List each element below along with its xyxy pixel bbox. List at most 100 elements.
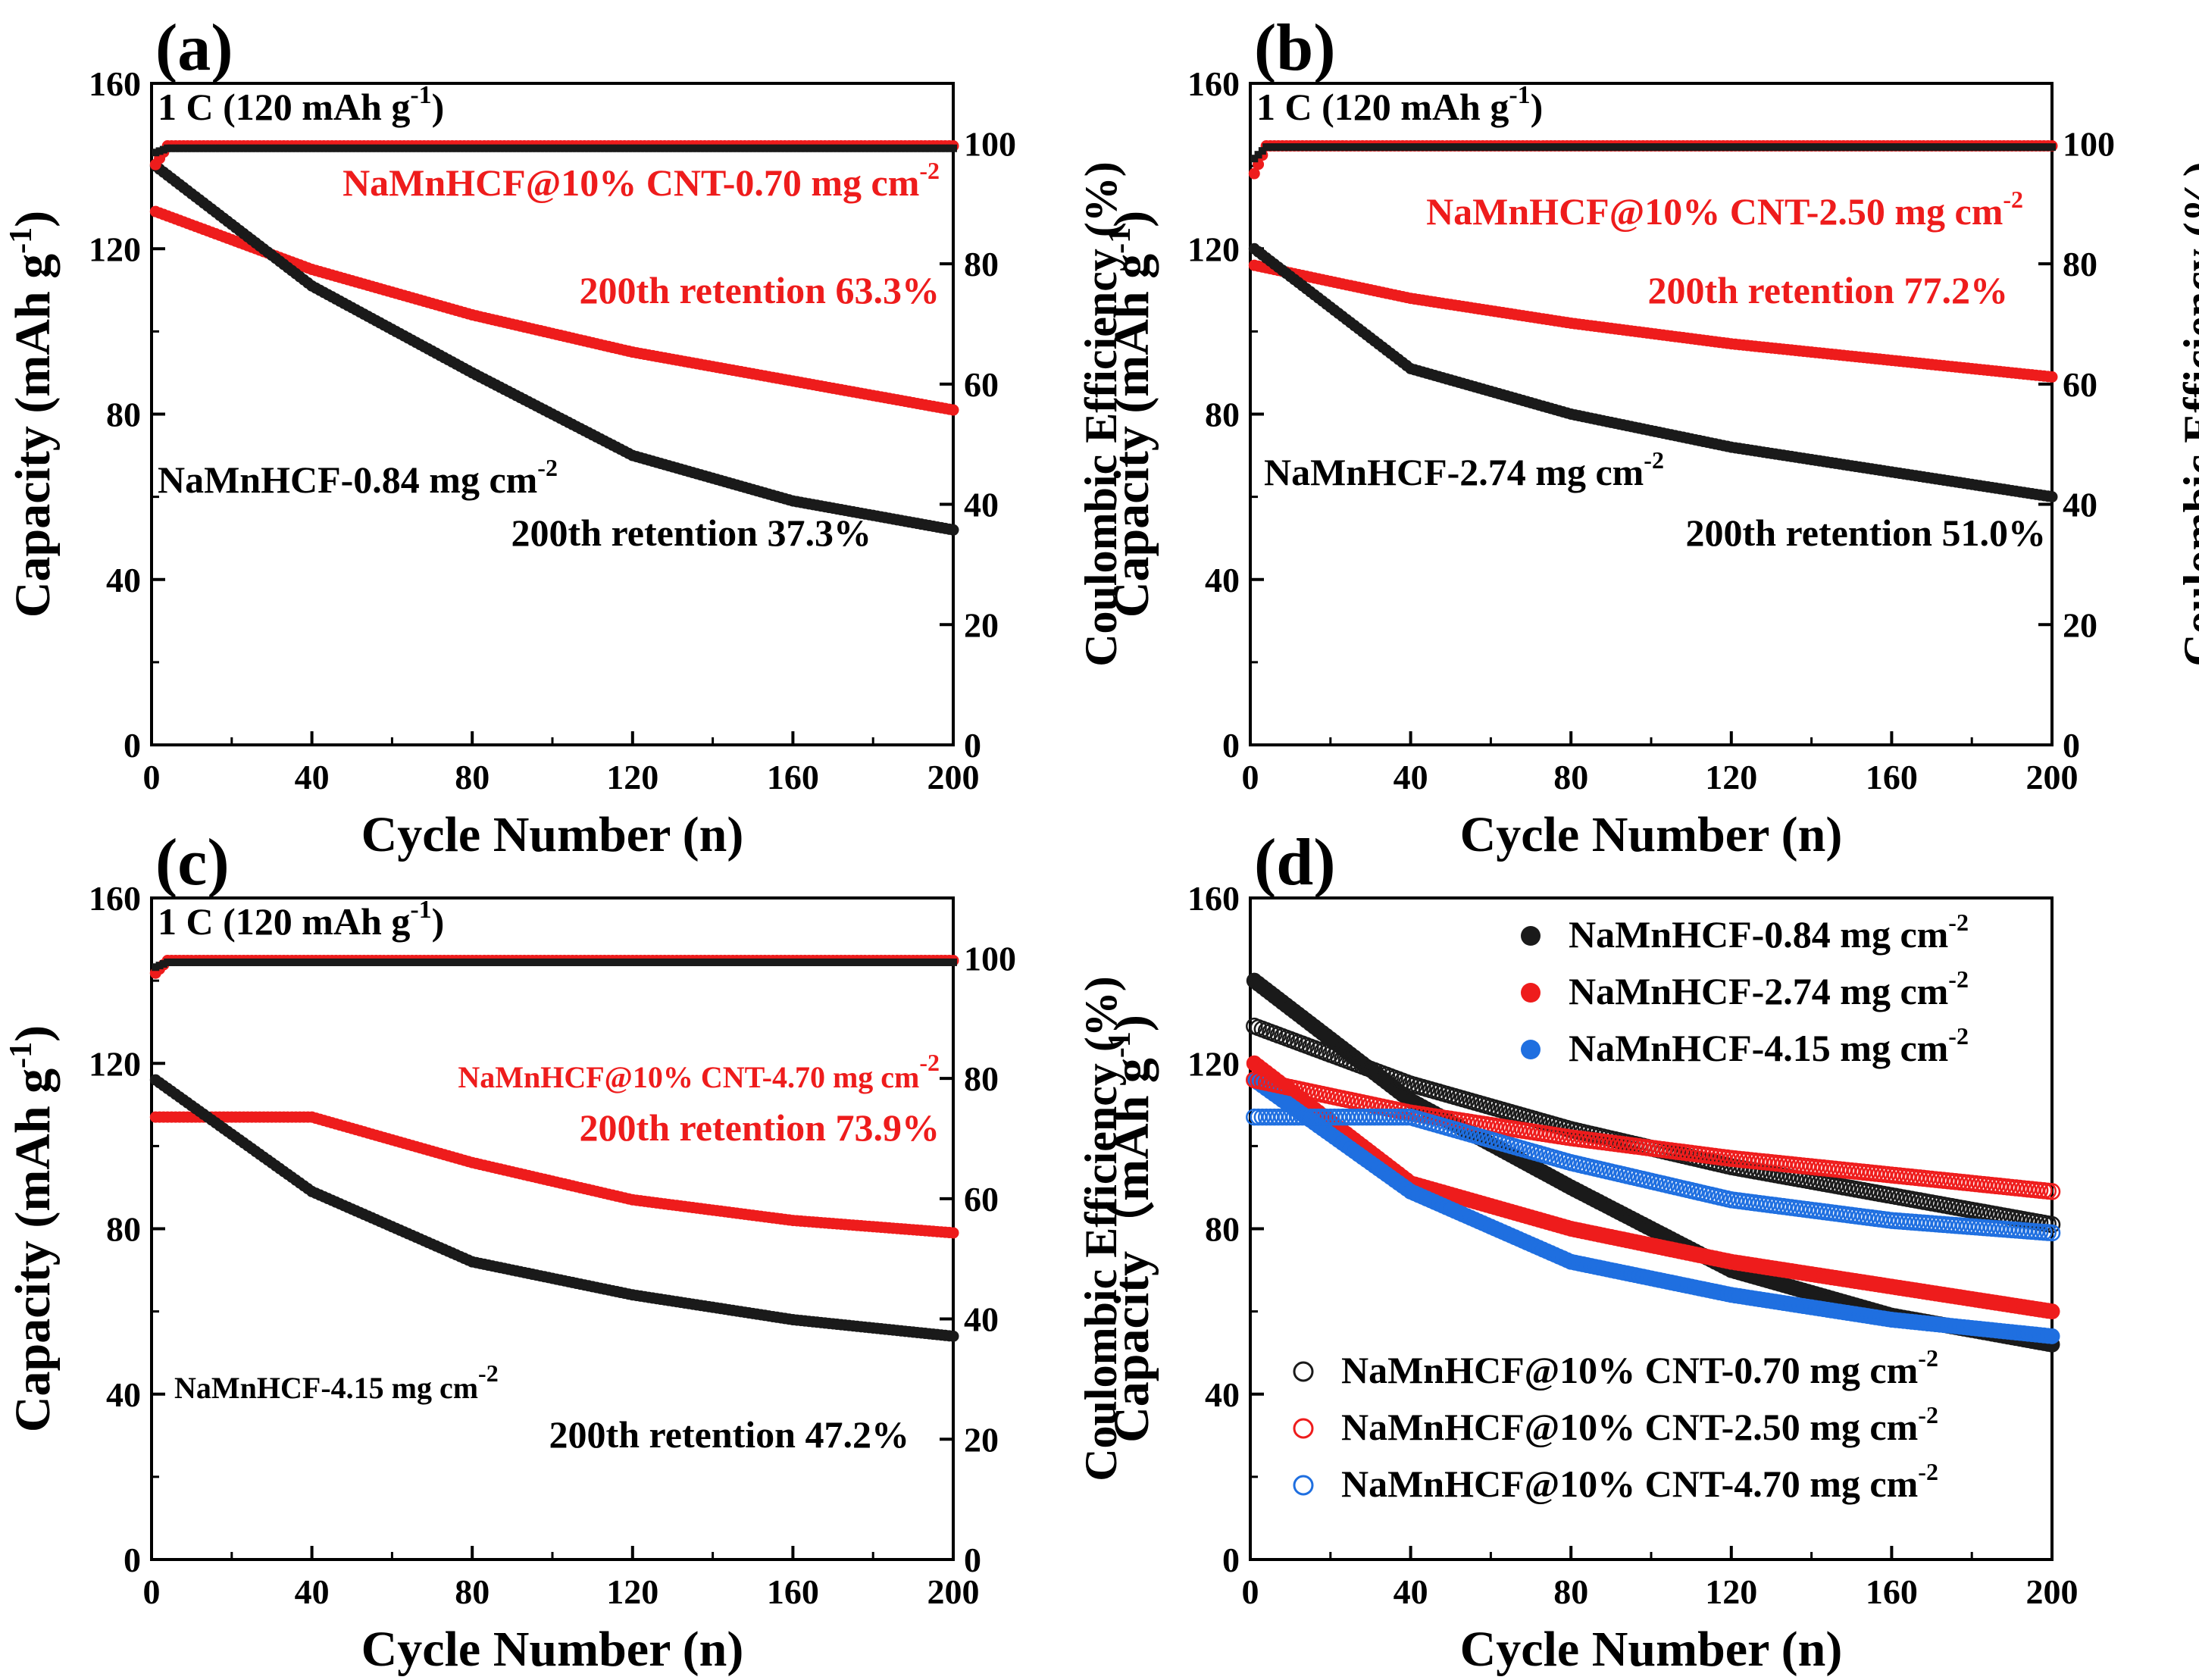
data-point: [239, 144, 248, 152]
data-point: [1828, 143, 1836, 152]
data-point: [777, 958, 785, 966]
data-point: [452, 958, 461, 966]
chart-panel-b: (b)0 40 80 120 160 20004080120160020406080100…: [1103, 11, 2199, 862]
superscript: -2: [478, 1359, 499, 1387]
data-point: [1747, 143, 1756, 152]
data-point: [339, 144, 348, 152]
data-point: [152, 149, 160, 157]
data-point: [332, 958, 340, 966]
data-point: [805, 958, 813, 966]
data-point: [243, 144, 252, 152]
data-point: [1555, 143, 1563, 152]
black-retention-annotation: 200th retention 47.2%: [549, 1413, 909, 1456]
data-point: [733, 958, 741, 966]
data-point: [765, 144, 773, 152]
text-segment: NaMnHCF@10% CNT-0.70 mg cm: [343, 161, 919, 204]
data-point: [1310, 143, 1318, 152]
data-point: [364, 144, 372, 152]
data-point: [2000, 143, 2008, 152]
superscript: -2: [1918, 1344, 1938, 1372]
data-point: [1334, 143, 1343, 152]
x-axis-label: Cycle Number (n): [361, 1622, 744, 1677]
data-point: [740, 144, 749, 152]
data-point: [780, 958, 789, 966]
data-point: [408, 144, 416, 152]
data-point: [292, 144, 300, 152]
x-tick-label: 200: [927, 1572, 980, 1611]
text-segment: NaMnHCF@10% CNT-2.50 mg cm: [1426, 190, 2003, 233]
data-point: [496, 958, 505, 966]
data-point: [785, 958, 793, 966]
data-point: [841, 144, 849, 152]
series-capacity-black: [149, 160, 959, 536]
data-point: [796, 958, 805, 966]
data-point: [1935, 143, 1944, 152]
data-point: [1575, 143, 1583, 152]
red-series-annotation: NaMnHCF@10% CNT-0.70 mg cm-2: [343, 157, 940, 204]
x-tick-label: 40: [1394, 758, 1428, 796]
data-point: [556, 144, 565, 152]
data-point: [1551, 143, 1559, 152]
data-point: [180, 958, 188, 966]
data-point: [1406, 143, 1415, 152]
x-tick-label: 160: [1866, 1572, 1918, 1611]
text-segment: NaMnHCF@10% CNT-4.70 mg cm: [458, 1060, 919, 1094]
data-point: [572, 144, 580, 152]
data-point: [512, 144, 521, 152]
data-point: [1968, 143, 1976, 152]
text-segment: NaMnHCF-2.74 mg cm: [1264, 451, 1644, 493]
data-point: [456, 958, 465, 966]
data-point: [845, 958, 853, 966]
data-point: [444, 958, 452, 966]
y-tick-label: 160: [1187, 879, 1240, 918]
data-point: [1487, 143, 1495, 152]
data-point: [945, 144, 953, 152]
data-point: [296, 958, 304, 966]
data-point: [941, 144, 949, 152]
data-point: [412, 144, 421, 152]
data-point: [1583, 143, 1591, 152]
data-point: [668, 958, 677, 966]
data-point: [1270, 143, 1278, 152]
data-point: [1303, 143, 1311, 152]
data-point: [192, 144, 200, 152]
y-tick-label: 80: [106, 1210, 141, 1249]
data-point: [1314, 143, 1322, 152]
data-point: [1924, 143, 1932, 152]
data-point: [2040, 143, 2048, 152]
data-point: [372, 144, 380, 152]
data-point: [1494, 143, 1503, 152]
data-point: [901, 144, 909, 152]
data-point: [2032, 143, 2040, 152]
data-point: [472, 144, 480, 152]
superscript: -2: [537, 454, 558, 481]
data-point: [311, 144, 320, 152]
legend-label: NaMnHCF@10% CNT-0.70 mg cm-2: [1341, 1344, 1938, 1391]
data-point: [917, 144, 925, 152]
data-point: [264, 144, 272, 152]
x-axis-label: Cycle Number (n): [1460, 1622, 1843, 1677]
data-point: [492, 958, 500, 966]
x-tick-label: 120: [606, 758, 658, 796]
data-point: [1350, 143, 1359, 152]
data-point: [649, 958, 657, 966]
data-point: [1262, 143, 1271, 152]
data-point: [204, 144, 212, 152]
rate-annotation: 1 C (120 mAh g-1): [158, 81, 444, 128]
data-point: [588, 144, 596, 152]
legend-marker: [1521, 1040, 1541, 1059]
data-point: [1599, 143, 1607, 152]
data-point: [1844, 143, 1852, 152]
data-point: [696, 958, 705, 966]
data-point: [793, 144, 801, 152]
data-point: [424, 958, 433, 966]
data-point: [608, 144, 617, 152]
data-point: [396, 958, 404, 966]
data-point: [1282, 143, 1290, 152]
data-point: [1907, 143, 1916, 152]
data-point: [380, 144, 388, 152]
data-point: [155, 147, 164, 155]
data-point: [1711, 143, 1719, 152]
data-point: [1450, 143, 1459, 152]
data-point: [2016, 143, 2024, 152]
